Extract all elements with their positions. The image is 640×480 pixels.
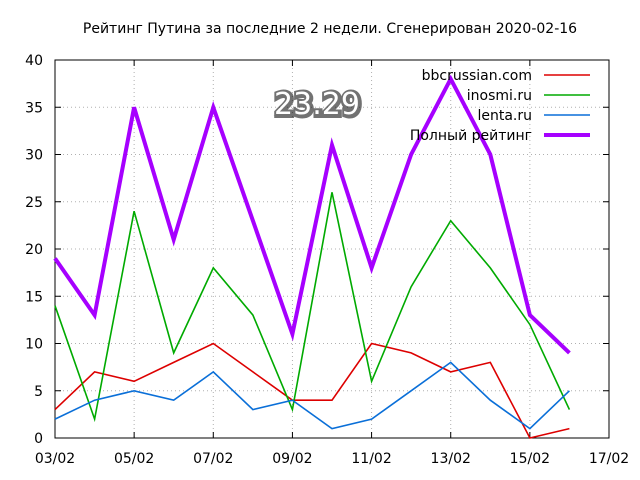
series-line-1	[54, 192, 571, 423]
series-line-2	[54, 361, 570, 430]
x-tick-label: 11/02	[351, 451, 391, 467]
y-tick-label: 5	[34, 384, 43, 400]
x-tick-label: 05/02	[114, 451, 154, 467]
x-axis: 03/02 05/02 07/02 09/02 11/02 13/02 15/02 17/02	[35, 60, 629, 467]
x-tick-label: 03/02	[35, 451, 75, 467]
x-tick-label: 15/02	[510, 451, 550, 467]
y-tick-label: 35	[25, 100, 43, 116]
overlay-rating-value: 23.29	[274, 87, 360, 122]
overlay-rating: 23.29 23.29	[272, 85, 364, 126]
legend-label-3: Полный рейтинг	[410, 128, 532, 144]
x-tick-label: 13/02	[431, 451, 471, 467]
y-tick-label: 15	[25, 289, 43, 305]
legend-label-0: bbcrussian.com	[422, 68, 532, 84]
x-tick-label: 09/02	[272, 451, 312, 467]
series-line-3	[53, 74, 571, 355]
series-lines	[53, 74, 571, 439]
y-tick-label: 25	[25, 195, 43, 211]
legend: bbcrussian.com inosmi.ru lenta.ru Полный ре…	[410, 68, 590, 144]
y-tick-label: 40	[25, 53, 43, 69]
chart-title: Рейтинг Путина за последние 2 недели. Сг…	[83, 21, 577, 37]
legend-label-1: inosmi.ru	[467, 88, 532, 104]
y-axis: 0 5 10 15 20 25 30 35 40	[25, 53, 609, 447]
y-tick-label: 10	[25, 337, 43, 353]
y-tick-label: 20	[25, 242, 43, 258]
legend-label-2: lenta.ru	[477, 108, 532, 124]
y-tick-label: 0	[34, 431, 43, 447]
x-tick-label: 17/02	[589, 451, 629, 467]
overlay-rating-shadow: 23.29	[275, 88, 361, 123]
series-line-0	[54, 342, 570, 439]
x-tick-label: 07/02	[193, 451, 233, 467]
y-tick-label: 30	[25, 148, 43, 164]
